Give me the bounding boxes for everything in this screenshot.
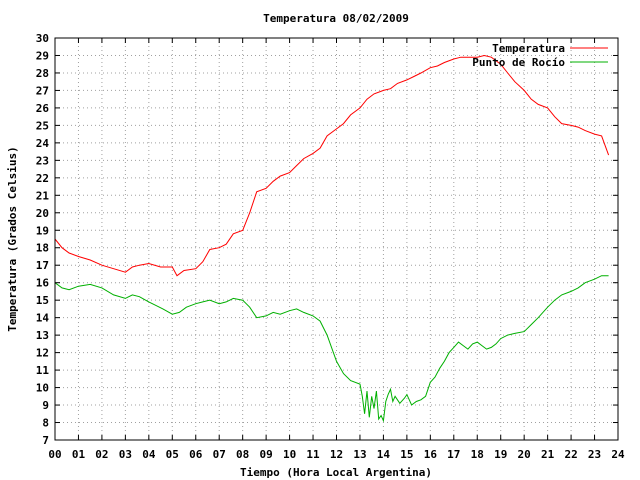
x-tick-label: 18 (471, 448, 484, 461)
x-tick-label: 15 (400, 448, 413, 461)
x-tick-label: 13 (353, 448, 366, 461)
y-tick-label: 23 (36, 154, 49, 167)
series-line-temperatura (54, 54, 610, 277)
x-axis-label: Tiempo (Hora Local Argentina) (240, 466, 432, 479)
x-tick-label: 01 (72, 448, 86, 461)
chart-title: Temperatura 08/02/2009 (263, 12, 409, 25)
series-line-punto-de-rocio (54, 275, 609, 423)
legend: Temperatura Punto de Rocío (472, 42, 608, 69)
y-tick-label: 24 (36, 137, 50, 150)
tick-marks (54, 37, 619, 441)
y-tick-label: 8 (42, 417, 49, 430)
y-tick-label: 28 (36, 67, 49, 80)
y-tick-label: 9 (42, 399, 49, 412)
y-tick-label: 15 (36, 294, 49, 307)
y-tick-label: 29 (36, 49, 49, 62)
x-tick-label: 03 (119, 448, 132, 461)
y-tick-label: 11 (36, 364, 50, 377)
x-tick-label: 23 (588, 448, 601, 461)
y-tick-label: 19 (36, 224, 49, 237)
x-tick-label: 12 (330, 448, 343, 461)
y-tick-label: 7 (42, 434, 49, 447)
x-tick-label: 17 (447, 448, 460, 461)
y-tick-label: 13 (36, 329, 49, 342)
x-tick-label: 02 (95, 448, 108, 461)
x-tick-labels: 00 01 02 03 04 05 06 07 08 09 10 11 12 13 14 15 16 17 18 19… (48, 448, 625, 461)
legend-label-punto-de-rocio: Punto de Rocío (472, 56, 565, 69)
y-tick-labels: 7 8 9 10 11 12 13 14 15 16 17 18 19 20 21 22 23 24 25 26 27 2… (36, 32, 50, 447)
y-tick-label: 20 (36, 207, 49, 220)
x-tick-label: 07 (213, 448, 226, 461)
y-tick-label: 21 (36, 189, 50, 202)
x-tick-label: 24 (611, 448, 625, 461)
x-tick-label: 14 (377, 448, 391, 461)
x-tick-label: 21 (541, 448, 555, 461)
x-tick-label: 09 (260, 448, 273, 461)
y-axis-label: Temperatura (Grados Celsius) (6, 146, 19, 331)
grid-lines (55, 38, 618, 440)
y-tick-label: 27 (36, 84, 49, 97)
y-tick-label: 30 (36, 32, 49, 45)
y-tick-label: 10 (36, 382, 49, 395)
x-tick-label: 16 (424, 448, 438, 461)
series-layer (54, 54, 610, 423)
x-tick-label: 05 (166, 448, 179, 461)
x-tick-label: 06 (189, 448, 203, 461)
x-tick-label: 04 (142, 448, 156, 461)
y-tick-label: 22 (36, 172, 49, 185)
x-tick-label: 19 (494, 448, 507, 461)
x-tick-label: 20 (518, 448, 531, 461)
x-tick-label: 22 (564, 448, 577, 461)
y-tick-label: 16 (36, 277, 50, 290)
legend-label-temperatura: Temperatura (492, 42, 565, 55)
y-tick-label: 17 (36, 259, 49, 272)
y-tick-label: 26 (36, 102, 50, 115)
x-tick-label: 10 (283, 448, 296, 461)
x-tick-label: 11 (306, 448, 320, 461)
y-tick-label: 25 (36, 119, 49, 132)
y-tick-label: 12 (36, 347, 49, 360)
y-tick-label: 18 (36, 242, 49, 255)
y-tick-label: 14 (36, 312, 50, 325)
x-tick-label: 08 (236, 448, 249, 461)
x-tick-label: 00 (48, 448, 61, 461)
